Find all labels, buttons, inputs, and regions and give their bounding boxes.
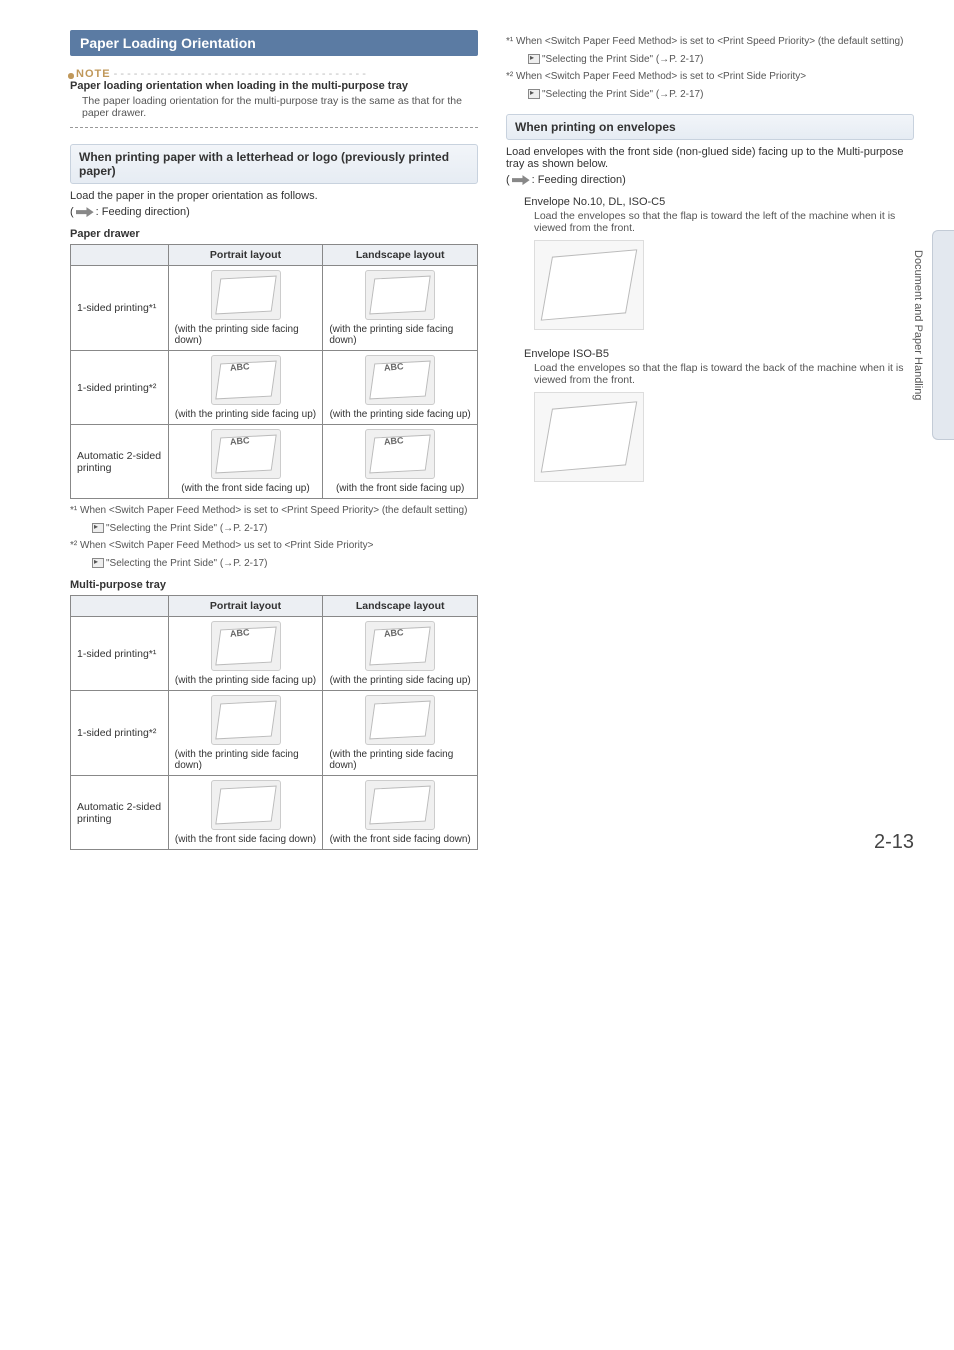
- ref-icon: [92, 558, 104, 568]
- thumb: [211, 270, 281, 320]
- sub2-lead: Load envelopes with the front side (non-…: [506, 146, 914, 170]
- th-portrait: Portrait layout: [168, 245, 323, 266]
- caption: (with the printing side facing down): [329, 749, 471, 771]
- mpt-table: Portrait layoutLandscape layout 1-sided …: [70, 595, 478, 850]
- thumb: [211, 780, 281, 830]
- feed-text: : Feeding direction): [532, 174, 626, 186]
- env1-thumb: [534, 240, 644, 330]
- caption: (with the printing side facing up): [330, 409, 471, 420]
- env2-desc: Load the envelopes so that the flap is t…: [524, 362, 914, 386]
- caption: (with the front side facing up): [336, 483, 464, 494]
- ref-icon: [528, 89, 540, 99]
- thumb: [365, 270, 435, 320]
- thumb: [211, 695, 281, 745]
- row1-label: 1-sided printing*¹: [71, 266, 169, 351]
- thumb: [365, 429, 435, 479]
- footnote-2: *² When <Switch Paper Feed Method> us se…: [70, 540, 478, 551]
- caption: (with the front side facing down): [175, 834, 316, 845]
- ref-text: "Selecting the Print Side" (→P. 2-17): [542, 89, 703, 100]
- subsection-letterhead: When printing paper with a letterhead or…: [70, 144, 478, 184]
- env2-thumb: [534, 392, 644, 482]
- thumb: [211, 621, 281, 671]
- row1-label: 1-sided printing*¹: [71, 617, 169, 691]
- feed-text: : Feeding direction): [96, 206, 190, 218]
- caption: (with the front side facing down): [330, 834, 471, 845]
- ref-text: "Selecting the Print Side" (→P. 2-17): [542, 54, 703, 65]
- env2-title: Envelope ISO-B5: [524, 348, 914, 360]
- sub1-lead: Load the paper in the proper orientation…: [70, 190, 478, 202]
- thumb: [365, 780, 435, 830]
- side-tab: [932, 230, 954, 440]
- caption: (with the printing side facing up): [175, 409, 316, 420]
- env1-title: Envelope No.10, DL, ISO-C5: [524, 196, 914, 208]
- note-body: The paper loading orientation for the mu…: [70, 95, 478, 119]
- sub1-feed: (: Feeding direction): [70, 206, 478, 218]
- caption: (with the printing side facing up): [175, 675, 316, 686]
- th-landscape: Landscape layout: [323, 245, 478, 266]
- env1-desc: Load the envelopes so that the flap is t…: [524, 210, 914, 234]
- section-title: Paper Loading Orientation: [70, 30, 478, 56]
- sub2-feed: (: Feeding direction): [506, 174, 914, 186]
- subsection-envelopes: When printing on envelopes: [506, 114, 914, 140]
- row2-label: 1-sided printing*²: [71, 351, 169, 425]
- caption: (with the printing side facing down): [329, 324, 471, 346]
- side-chapter-label: Document and Paper Handling: [912, 250, 924, 400]
- note-pin-icon: [70, 75, 72, 77]
- caption: (with the printing side facing down): [175, 749, 317, 771]
- th-landscape: Landscape layout: [323, 596, 478, 617]
- ref-text: "Selecting the Print Side" (→P. 2-17): [106, 523, 267, 534]
- thumb: [211, 429, 281, 479]
- thumb: [211, 355, 281, 405]
- caption: (with the front side facing up): [181, 483, 309, 494]
- mpt-title: Multi-purpose tray: [70, 579, 478, 591]
- row2-label: 1-sided printing*²: [71, 691, 169, 776]
- ref-icon: [528, 54, 540, 64]
- caption: (with the printing side facing up): [330, 675, 471, 686]
- thumb: [365, 355, 435, 405]
- caption: (with the printing side facing down): [175, 324, 317, 346]
- thumb: [365, 621, 435, 671]
- row3-label: Automatic 2-sided printing: [71, 776, 169, 850]
- note-title: Paper loading orientation when loading i…: [70, 80, 478, 92]
- row3-label: Automatic 2-sided printing: [71, 425, 169, 499]
- thumb: [365, 695, 435, 745]
- footnote-1r: *¹ When <Switch Paper Feed Method> is se…: [506, 36, 914, 47]
- ref-icon: [92, 523, 104, 533]
- th-portrait: Portrait layout: [168, 596, 323, 617]
- footnote-2r: *² When <Switch Paper Feed Method> is se…: [506, 71, 914, 82]
- note-label: NOTE: [76, 68, 111, 80]
- page-number: 2-13: [874, 831, 914, 854]
- arrow-icon: [76, 207, 94, 217]
- drawer-title: Paper drawer: [70, 228, 478, 240]
- ref-text: "Selecting the Print Side" (→P. 2-17): [106, 558, 267, 569]
- drawer-table: Portrait layoutLandscape layout 1-sided …: [70, 244, 478, 499]
- arrow-icon: [512, 175, 530, 185]
- footnote-1: *¹ When <Switch Paper Feed Method> is se…: [70, 505, 478, 516]
